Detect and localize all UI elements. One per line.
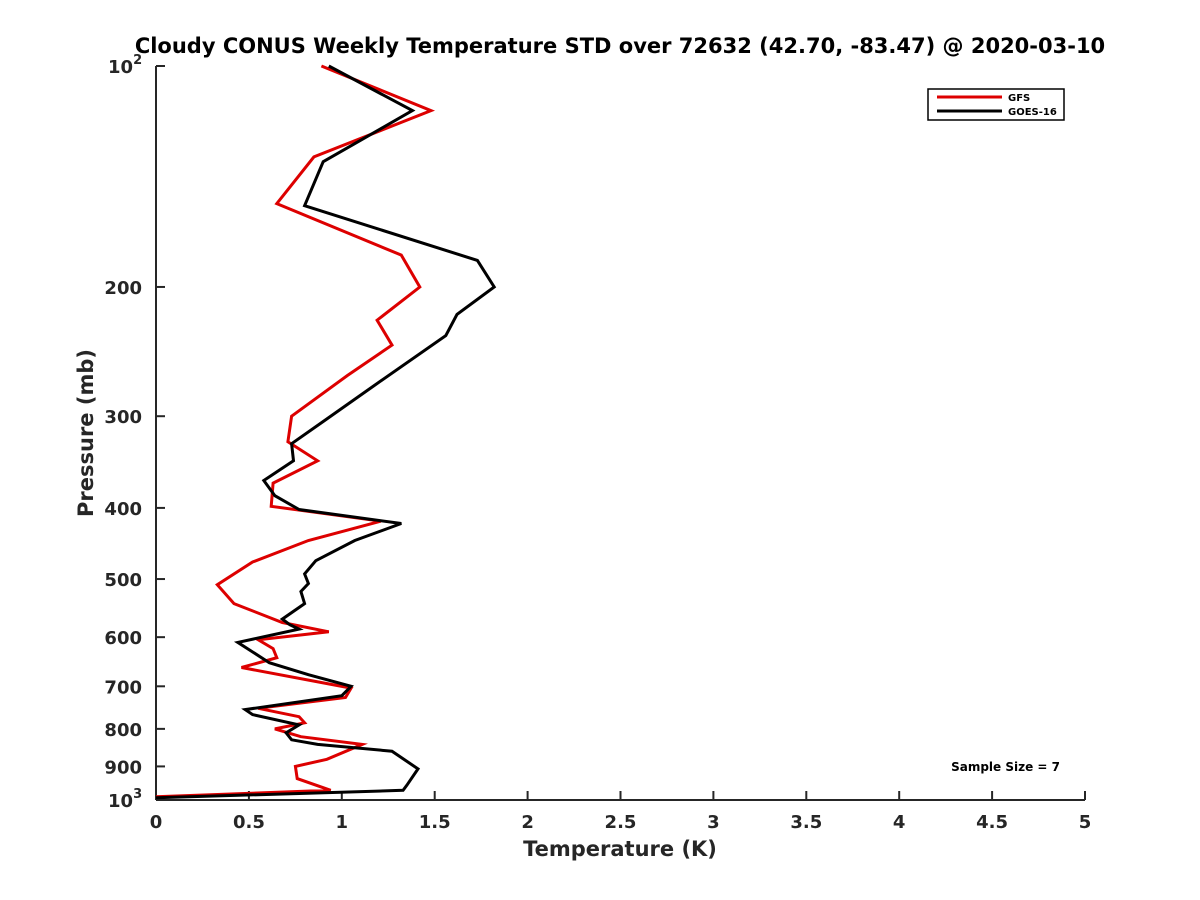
y-tick-label: 700 <box>104 677 142 698</box>
y-tick-label: 102 <box>108 53 142 78</box>
series-lines <box>155 64 497 800</box>
y-tick-label: 600 <box>104 628 142 649</box>
x-tick-label: 4 <box>893 812 906 833</box>
sample-size-annotation: Sample Size = 7 <box>951 760 1060 774</box>
y-tick-label: 200 <box>104 278 142 299</box>
x-tick-label: 0.5 <box>233 812 265 833</box>
y-tick-label: 400 <box>104 499 142 520</box>
x-tick-label: 1 <box>336 812 349 833</box>
legend-label-goes16: GOES-16 <box>1008 107 1057 118</box>
series-line-gfs <box>155 64 436 799</box>
y-axis-label: Pressure (mb) <box>74 349 98 517</box>
x-axis-ticks: 0 0.5 1 1.5 2 2.5 3 3.5 4 4.5 5 <box>150 791 1092 833</box>
x-axis-label: Temperature (K) <box>523 837 717 861</box>
y-tick-label-base: 10 <box>108 57 133 78</box>
y-tick-label: 900 <box>104 757 142 778</box>
x-tick-label: 1.5 <box>419 812 451 833</box>
y-tick-label-exponent: 2 <box>133 53 142 68</box>
legend-label-gfs: GFS <box>1008 93 1030 104</box>
x-tick-label: 2 <box>521 812 534 833</box>
y-tick-label-base: 10 <box>108 791 133 812</box>
x-tick-label: 2.5 <box>605 812 637 833</box>
chart-title: Cloudy CONUS Weekly Temperature STD over… <box>135 34 1105 58</box>
x-tick-label: 3 <box>707 812 720 833</box>
legend: GFS GOES-16 <box>927 88 1065 121</box>
y-tick-label-exponent: 3 <box>133 787 142 802</box>
x-tick-label: 4.5 <box>976 812 1008 833</box>
x-tick-label: 3.5 <box>790 812 822 833</box>
y-tick-label: 103 <box>108 787 142 812</box>
y-tick-label: 500 <box>104 570 142 591</box>
x-tick-label: 5 <box>1079 812 1092 833</box>
plot-area: 0 0.5 1 1.5 2 2.5 3 3.5 4 4.5 5 102200300400500600… <box>104 53 1091 833</box>
series-line-goes-16 <box>155 64 497 800</box>
x-tick-label: 0 <box>150 812 163 833</box>
y-tick-label: 800 <box>104 720 142 741</box>
y-tick-label: 300 <box>104 407 142 428</box>
legend-box <box>927 88 1065 121</box>
